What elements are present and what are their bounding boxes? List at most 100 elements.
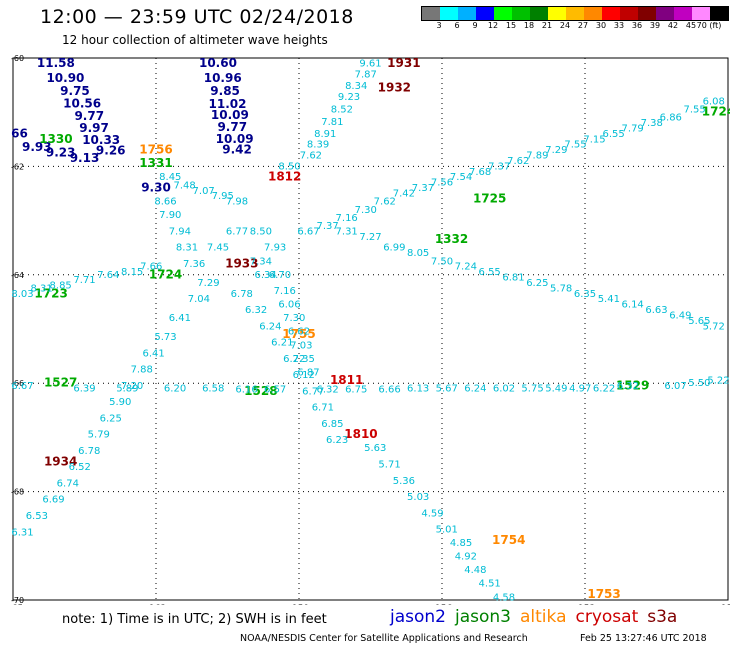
wave-height-label: 7.37 <box>412 183 434 194</box>
wave-height-label: 6.66 <box>378 385 400 396</box>
pass-time-label: 1330 <box>39 132 72 146</box>
wave-height-label: 8.50 <box>250 226 272 237</box>
wave-height-label: 6.14 <box>622 300 644 311</box>
wave-height-label: 7.56 <box>431 178 453 189</box>
color-swatch <box>656 7 674 20</box>
y-tick-label: -66 <box>11 379 24 388</box>
pass-time-label: 1332 <box>435 232 468 246</box>
color-scale-label: 36 <box>631 21 643 30</box>
wave-height-label: 6.55 <box>602 129 624 140</box>
page-title: 12:00 — 23:59 UTC 02/24/2018 <box>40 6 354 28</box>
wave-height-label: 6.63 <box>645 305 667 316</box>
pass-time-label: 11.02 <box>209 97 247 111</box>
color-scale-label: 6 <box>454 21 460 30</box>
wave-height-label: 7.45 <box>207 243 229 254</box>
wave-height-map: -165 -162 -159 -156 -153 -150 -60 -62 -64 -66 -68 -… <box>10 55 730 605</box>
pass-time-label: 9.97 <box>79 121 109 135</box>
wave-height-label: 7.95 <box>212 191 234 202</box>
wave-height-label: 8.50 <box>278 161 300 172</box>
wave-height-label: 6.39 <box>73 384 95 395</box>
wave-height-label: 6.69 <box>42 495 64 506</box>
wave-height-label: 7.27 <box>359 232 381 243</box>
wave-height-label: 7.89 <box>526 151 548 162</box>
wave-height-label: 8.05 <box>407 248 429 259</box>
color-scale-label: 9 <box>472 21 478 30</box>
wave-height-label: 8.66 <box>154 197 176 208</box>
wave-height-label: 7.36 <box>183 259 205 270</box>
footnote: note: 1) Time is in UTC; 2) SWH is in fe… <box>62 612 327 627</box>
wave-height-label: 7.37 <box>488 161 510 172</box>
color-swatch <box>440 7 458 20</box>
wave-height-label: 6.99 <box>383 243 405 254</box>
color-swatch <box>530 7 548 20</box>
pass-time-label: 9.23 <box>46 145 76 159</box>
color-swatch <box>584 7 602 20</box>
pass-time-label: 1812 <box>268 170 301 184</box>
wave-height-label: 7.54 <box>450 172 472 183</box>
pass-time-label: 1724 <box>149 267 182 281</box>
y-tick-label: -70 <box>11 596 24 605</box>
y-tick-label: -62 <box>11 162 24 171</box>
wave-height-label: 6.78 <box>231 289 253 300</box>
wave-height-label: 6.32 <box>617 381 639 392</box>
wave-height-label: 7.68 <box>469 167 491 178</box>
legend-item-cryosat: cryosat <box>575 607 639 627</box>
pass-time-label: 10.96 <box>204 71 242 85</box>
wave-height-label: 6.58 <box>202 384 224 395</box>
wave-height-label: 5.41 <box>598 294 620 305</box>
wave-height-label: 7.34 <box>250 256 272 267</box>
wave-height-label: 6.24 <box>259 321 281 332</box>
wave-height-label: 6.67 <box>297 226 319 237</box>
pass-time-label: 1725 <box>473 191 506 205</box>
wave-height-label: 6.74 <box>57 478 79 489</box>
wave-height-label: 8.31 <box>30 283 52 294</box>
color-swatch <box>476 7 494 20</box>
wave-height-label: 6.12 <box>293 370 315 381</box>
wave-height-label: 6.62 <box>288 327 310 338</box>
x-tick-label: -150 <box>718 604 730 605</box>
wave-height-label: 6.81 <box>502 273 524 284</box>
wave-height-label: 6.75 <box>345 385 367 396</box>
wave-height-label: 7.03 <box>290 340 312 351</box>
wave-height-label: 7.20 <box>121 381 143 392</box>
wave-height-label: 8.85 <box>50 281 72 292</box>
wave-height-label: 7.81 <box>321 117 343 128</box>
pass-time-label: 1527 <box>44 376 77 390</box>
pass-time-label: 1811 <box>330 373 363 387</box>
wave-height-label: 7.94 <box>169 226 191 237</box>
wave-height-label: 7.35 <box>293 354 315 365</box>
wave-height-label: 6.06 <box>278 300 300 311</box>
wave-height-label: 7.50 <box>431 256 453 267</box>
wave-height-label: 7.30 <box>355 205 377 216</box>
wave-height-label: 7.29 <box>545 145 567 156</box>
wave-height-label: 6.35 <box>574 289 596 300</box>
wave-height-label: 6.49 <box>669 310 691 321</box>
pass-time-label: 10.60 <box>199 56 237 70</box>
wave-height-label: 6.41 <box>142 348 164 359</box>
page-subtitle: 12 hour collection of altimeter wave hei… <box>62 33 328 47</box>
pass-time-label: 9.30 <box>141 181 171 195</box>
pass-time-label: 1932 <box>378 80 411 94</box>
wave-height-label: 6.07 <box>664 381 686 392</box>
color-scale-labels: 3 6 9 12 15 18 21 24 27 30 33 36 39 42 45 70 (ft) <box>421 21 740 33</box>
wave-height-label: 6.02 <box>493 384 515 395</box>
color-swatch <box>674 7 692 20</box>
pass-time-label: 10.56 <box>63 97 101 111</box>
y-tick-label: -60 <box>11 55 24 63</box>
pass-time-label: 9.75 <box>60 84 90 98</box>
wave-height-label: 6.87 <box>297 367 319 378</box>
x-tick-label: -156 <box>432 604 453 605</box>
color-swatch <box>602 7 620 20</box>
wave-height-label: 7.29 <box>197 278 219 289</box>
x-tick-label: -159 <box>289 604 310 605</box>
pass-time-label: 1756 <box>139 143 172 157</box>
wave-height-label: 7.55 <box>564 140 586 151</box>
wave-height-label: 6.21 <box>271 338 293 349</box>
wave-height-label: 6.25 <box>100 413 122 424</box>
wave-height-label: 7.37 <box>316 221 338 232</box>
wave-height-label: 7.42 <box>393 189 415 200</box>
wave-height-label: 7.62 <box>300 151 322 162</box>
wave-height-label: 7.71 <box>73 275 95 286</box>
wave-height-label: 5.79 <box>88 430 110 441</box>
wave-height-label: 7.30 <box>283 313 305 324</box>
